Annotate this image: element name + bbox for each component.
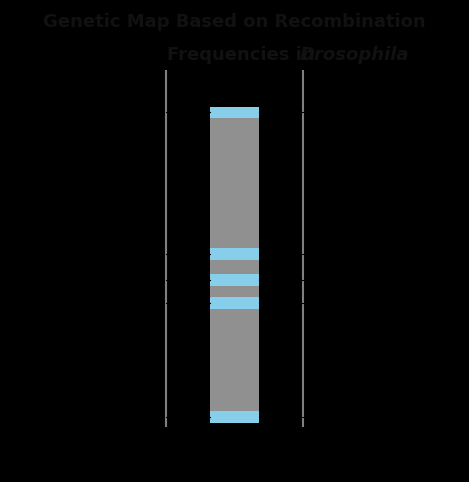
- Bar: [210, 107, 259, 118]
- Text: 1 cM is equivalent to a recombination frequency of 0.01: 1 cM is equivalent to a recombination fr…: [69, 448, 400, 461]
- Text: Gene: Gene: [63, 79, 103, 94]
- Bar: [210, 274, 259, 286]
- Text: Eye color
(brown): Eye color (brown): [110, 406, 159, 428]
- Bar: [210, 112, 259, 417]
- Bar: [210, 297, 259, 309]
- Text: Frequencies in: Frequencies in: [167, 45, 321, 64]
- Text: Wing length: Wing length: [96, 298, 159, 308]
- Bar: [210, 411, 259, 423]
- Text: Location: Location: [353, 79, 420, 94]
- Text: Genetic Map Based on Recombination: Genetic Map Based on Recombination: [43, 13, 426, 31]
- Text: 48.5 cM: 48.5 cM: [310, 249, 352, 259]
- Text: 104.5 cM: 104.5 cM: [310, 412, 358, 422]
- Bar: [210, 248, 259, 259]
- Text: Map: Map: [218, 79, 251, 94]
- Text: 65.5 cM: 65.5 cM: [310, 298, 352, 308]
- Text: Eye color
(cinnabar): Eye color (cinnabar): [105, 269, 159, 291]
- Text: Drosophila: Drosophila: [299, 45, 408, 64]
- Text: Aristae length: Aristae length: [85, 107, 159, 118]
- Text: 57.5 cM: 57.5 cM: [310, 275, 352, 285]
- Text: Body color: Body color: [103, 249, 159, 259]
- Text: 0 cM: 0 cM: [310, 107, 335, 118]
